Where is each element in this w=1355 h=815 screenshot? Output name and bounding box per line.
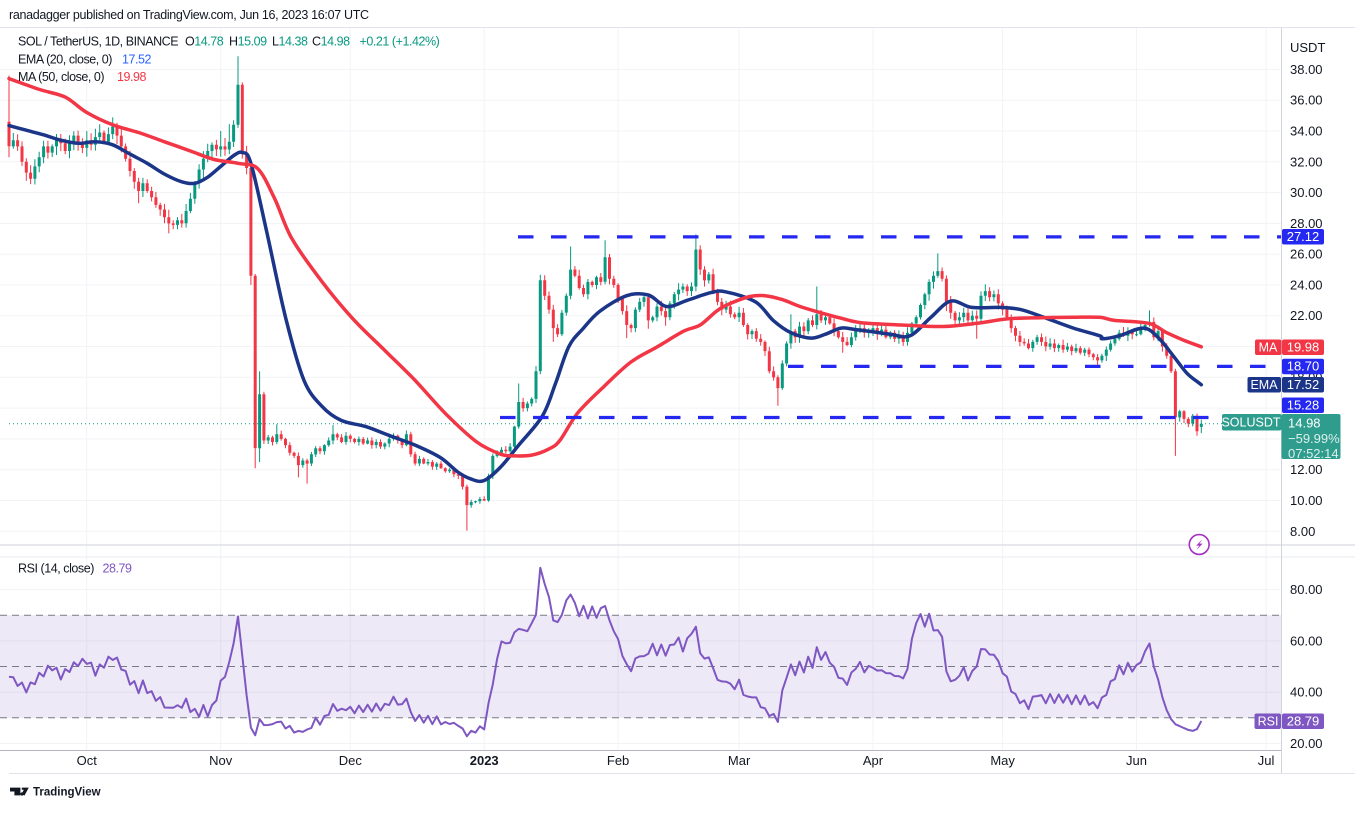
svg-text:2023: 2023 (470, 753, 499, 768)
svg-text:22.00: 22.00 (1290, 308, 1323, 323)
svg-text:19.98: 19.98 (1287, 340, 1320, 355)
svg-text:24.00: 24.00 (1290, 277, 1323, 292)
svg-text:14.98: 14.98 (1288, 416, 1321, 431)
svg-text:32.00: 32.00 (1290, 154, 1323, 169)
svg-text:Jul: Jul (1258, 753, 1275, 768)
svg-text:28.79: 28.79 (1287, 714, 1320, 729)
svg-text:38.00: 38.00 (1290, 62, 1323, 77)
svg-text:Dec: Dec (339, 753, 363, 768)
svg-text:MA (50, close, 0) 19.98: MA (50, close, 0) 19.98 (18, 70, 147, 84)
svg-text:Feb: Feb (607, 753, 629, 768)
svg-text:40.00: 40.00 (1290, 685, 1323, 700)
svg-text:+0.21 (+1.42%): +0.21 (+1.42%) (360, 35, 440, 49)
svg-text:20.00: 20.00 (1290, 736, 1323, 751)
svg-text:EMA: EMA (1250, 378, 1278, 392)
svg-text:TradingView: TradingView (33, 787, 101, 799)
svg-text:SOL / TetherUS, 1D, BINANCE: SOL / TetherUS, 1D, BINANCE (18, 35, 178, 49)
svg-text:10.00: 10.00 (1290, 493, 1323, 508)
svg-text:17.52: 17.52 (1287, 377, 1320, 392)
svg-text:36.00: 36.00 (1290, 93, 1323, 108)
svg-text:L14.38: L14.38 (272, 35, 308, 49)
svg-text:Apr: Apr (863, 753, 884, 768)
svg-text:27.12: 27.12 (1287, 229, 1320, 244)
svg-text:USDT: USDT (1290, 40, 1325, 55)
svg-text:Mar: Mar (728, 753, 751, 768)
svg-text:15.28: 15.28 (1287, 398, 1320, 413)
svg-text:18.70: 18.70 (1287, 359, 1320, 374)
svg-text:O14.78: O14.78 (185, 35, 224, 49)
svg-text:RSI: RSI (1258, 715, 1279, 729)
svg-text:C14.98: C14.98 (312, 35, 350, 49)
svg-text:28.00: 28.00 (1290, 216, 1323, 231)
svg-text:12.00: 12.00 (1290, 462, 1323, 477)
svg-text:Oct: Oct (77, 753, 98, 768)
svg-text:SOLUSDT: SOLUSDT (1221, 416, 1280, 430)
svg-text:ranadagger published on Tradin: ranadagger published on TradingView.com,… (9, 8, 369, 22)
svg-text:RSI (14, close) 28.79: RSI (14, close) 28.79 (18, 562, 132, 576)
svg-text:30.00: 30.00 (1290, 185, 1323, 200)
svg-text:34.00: 34.00 (1290, 124, 1323, 139)
svg-text:60.00: 60.00 (1290, 633, 1323, 648)
svg-text:MA: MA (1259, 341, 1278, 355)
svg-text:Nov: Nov (209, 753, 233, 768)
svg-text:Jun: Jun (1126, 753, 1147, 768)
svg-text:−59.99%: −59.99% (1288, 431, 1340, 446)
svg-text:EMA (20, close, 0) 17.52: EMA (20, close, 0) 17.52 (18, 52, 152, 66)
svg-text:07:52:14: 07:52:14 (1288, 446, 1339, 461)
svg-text:H15.09: H15.09 (229, 35, 267, 49)
svg-text:26.00: 26.00 (1290, 247, 1323, 262)
svg-text:80.00: 80.00 (1290, 582, 1323, 597)
svg-text:May: May (990, 753, 1015, 768)
svg-text:8.00: 8.00 (1290, 524, 1315, 539)
